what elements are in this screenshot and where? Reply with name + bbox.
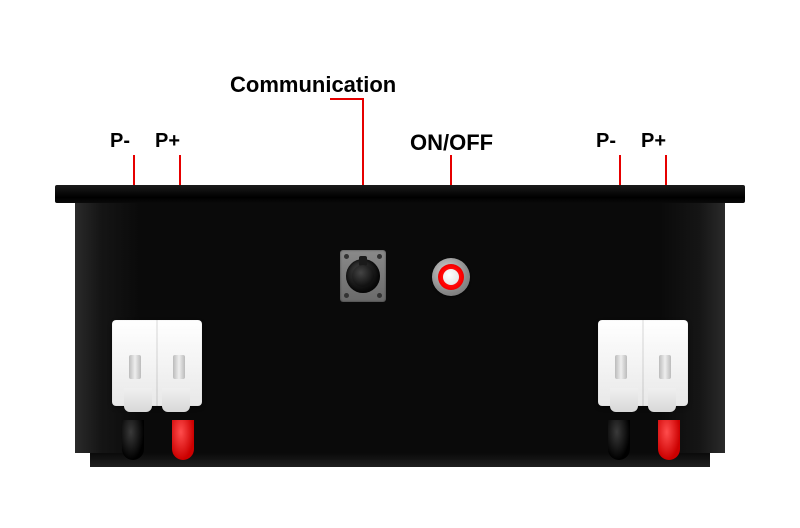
cable-left-black [122,420,144,460]
connector-right [598,320,688,406]
device-lid [55,185,745,203]
label-left-p-minus: P- [110,130,130,153]
label-right-p-minus: P- [596,130,616,153]
label-communication: Communication [230,72,396,98]
label-onoff: ON/OFF [410,130,493,156]
communication-port [340,250,386,302]
cable-right-black [608,420,630,460]
label-left-p-plus: P+ [155,130,180,153]
cable-right-red [658,420,680,460]
label-right-p-plus: P+ [641,130,666,153]
connector-left [112,320,202,406]
cable-left-red [172,420,194,460]
onoff-button[interactable] [432,258,470,296]
leader-communication-h [330,98,364,100]
